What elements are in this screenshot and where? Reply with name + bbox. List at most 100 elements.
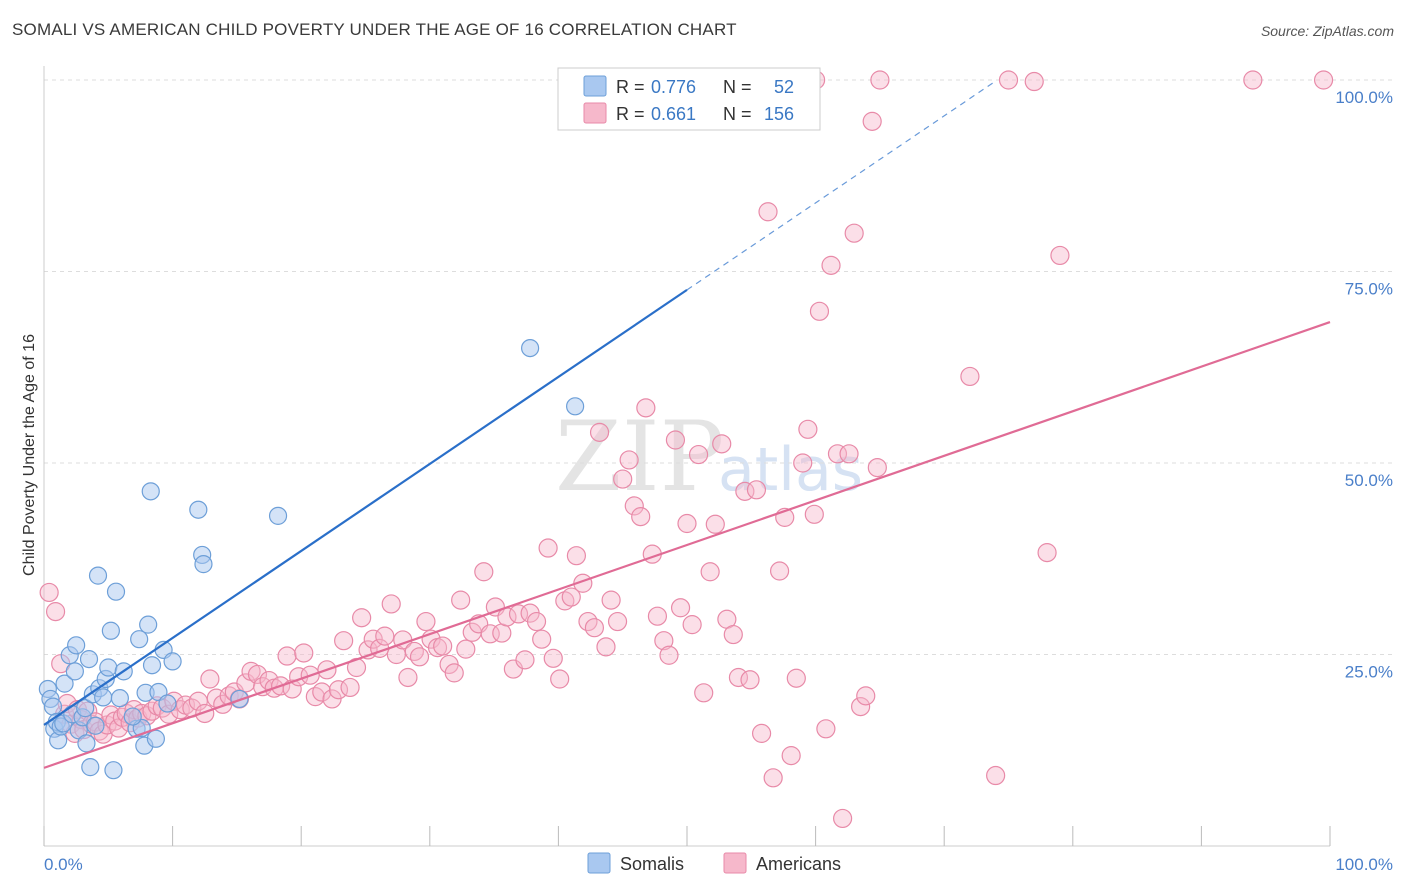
trend-lines (43, 80, 1331, 769)
american-point (352, 608, 372, 628)
american-point (433, 636, 453, 656)
american-point (247, 664, 268, 685)
american-point (867, 457, 887, 478)
american-point (821, 255, 841, 275)
somali-point (110, 689, 129, 708)
somali-point (123, 707, 142, 726)
american-point (312, 682, 332, 702)
american-point (677, 513, 697, 534)
american-point (816, 719, 836, 739)
somali-trend-line (43, 288, 688, 726)
american-point (833, 808, 853, 829)
american-point (728, 667, 749, 688)
american-point (705, 514, 725, 534)
american-point (596, 637, 616, 657)
american-point (654, 631, 674, 651)
american-point (294, 643, 314, 663)
american-point (1037, 543, 1057, 563)
x-tick-label-max: 100.0% (1335, 855, 1393, 874)
somali-point (55, 674, 74, 693)
american-point (631, 507, 651, 527)
somali-point (67, 636, 86, 655)
american-point (694, 683, 714, 703)
american-point (532, 629, 552, 649)
somali-point (146, 729, 165, 748)
legend-r-label-somali: R = (616, 77, 645, 97)
american-point (636, 398, 656, 418)
american-point (793, 453, 813, 473)
american-point (543, 648, 563, 668)
y-tick-label-3: 100.0% (1335, 88, 1393, 107)
y-tick-label-0: 25.0% (1345, 663, 1393, 682)
somali-point (76, 699, 95, 718)
american-point (763, 768, 783, 788)
somali-point (99, 658, 118, 677)
american-point (398, 667, 418, 688)
american-point (619, 450, 639, 470)
legend-n-label-somali: N = (723, 77, 752, 97)
somali-point (88, 566, 108, 585)
american-point (856, 686, 876, 706)
somali-point (101, 621, 120, 640)
american-point (277, 646, 297, 666)
american-point (769, 561, 790, 581)
american-point (200, 669, 220, 689)
somali-point (163, 652, 182, 671)
x-tick-label-min: 0.0% (44, 855, 83, 874)
american-point (195, 703, 215, 724)
american-point (601, 590, 621, 610)
legend-r-value-somali: 0.776 (651, 77, 696, 97)
somali-point (566, 397, 585, 416)
legend-n-label-american: N = (723, 104, 752, 124)
somali-swatch (583, 75, 607, 97)
american-point (409, 647, 430, 667)
somali-point (521, 339, 540, 358)
somali-point (43, 697, 63, 716)
y-axis-label: Child Poverty Under the Age of 16 (21, 334, 38, 576)
american-point (700, 562, 720, 582)
american-point (492, 623, 512, 643)
american-point (328, 680, 349, 700)
american-point (340, 677, 360, 698)
somali-point (65, 662, 84, 681)
somali-point (268, 506, 288, 525)
american-swatch (583, 102, 607, 124)
american-point (474, 562, 494, 582)
american-point (515, 650, 535, 670)
american-point (758, 202, 778, 222)
american-point (613, 469, 633, 489)
american-point (809, 301, 830, 321)
american-point (39, 582, 59, 603)
somali-point (81, 758, 100, 777)
american-point (566, 546, 587, 566)
american-trend-line (43, 321, 1331, 769)
american-point (607, 611, 628, 632)
bottom-american-swatch (723, 852, 747, 874)
somali-point (158, 694, 177, 713)
bottom-legend-americans: Americans (756, 854, 841, 874)
american-point (844, 223, 864, 243)
american-point (839, 444, 859, 464)
american-point (561, 587, 581, 607)
x-tick-labels: 0.0% 100.0% (44, 855, 1393, 874)
american-point (746, 480, 767, 500)
american-point (375, 626, 395, 646)
american-point (45, 602, 66, 622)
american-point (404, 641, 424, 662)
american-point (798, 419, 818, 439)
american-point (665, 430, 686, 450)
american-point (870, 70, 890, 90)
american-point (526, 611, 547, 632)
american-point (456, 639, 476, 659)
american-point (334, 631, 354, 651)
american-point (584, 618, 605, 638)
american-point (682, 615, 702, 635)
top-legend: R = 0.776 N = 52 R = 0.661 N = 156 (557, 67, 821, 131)
american-point (998, 70, 1019, 90)
somali-trend-extension (686, 80, 996, 291)
somali-point (189, 500, 208, 519)
bottom-legend: Somalis Americans (587, 852, 841, 874)
somali-point (230, 689, 249, 709)
source-credit: Source: ZipAtlas.com (1260, 23, 1394, 39)
